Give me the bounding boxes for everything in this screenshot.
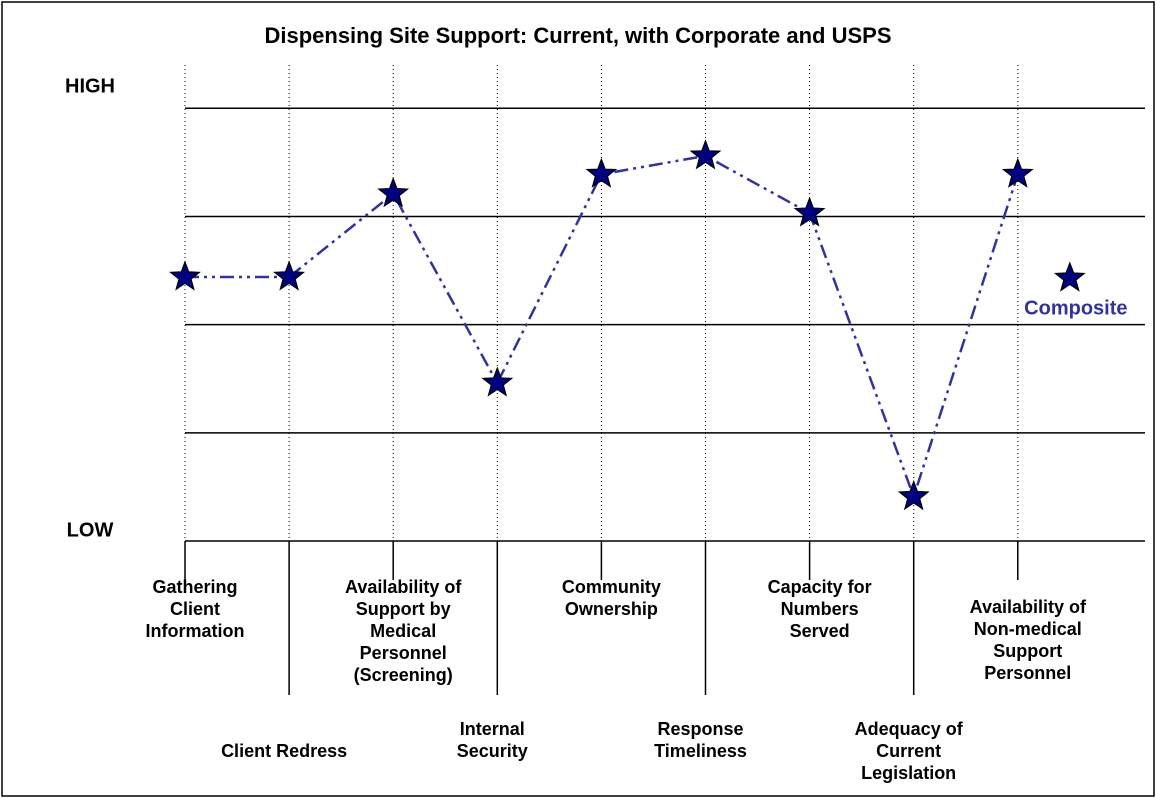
x-tick-label: Client Redress <box>221 741 348 761</box>
point-star <box>273 260 306 291</box>
point-star <box>481 366 514 397</box>
x-tick-label: Availability of Non-medical Support Pers… <box>969 597 1086 683</box>
x-tick-label: Availability of Support by Medical Perso… <box>345 577 462 685</box>
composite-label: Composite <box>1024 297 1127 319</box>
x-tick-label: Adequacy of Current Legislation <box>854 719 963 783</box>
y-tick-label: HIGH <box>65 76 115 98</box>
composite-star <box>1053 261 1086 292</box>
x-tick-label: Response Timeliness <box>654 719 747 761</box>
point-star <box>1001 157 1034 188</box>
point-star <box>377 176 410 208</box>
y-tick-label: LOW <box>67 519 114 541</box>
x-tick-label: Community Ownership <box>561 577 661 619</box>
x-tick-label: Gathering Client Information <box>145 577 245 641</box>
chart-title: Dispensing Site Support: Current, with C… <box>264 23 891 48</box>
x-tick-label: Capacity for Numbers Served <box>767 577 872 641</box>
point-star <box>689 139 722 170</box>
point-star <box>585 157 618 188</box>
point-star <box>897 479 930 511</box>
point-star <box>169 260 201 291</box>
x-tick-label: Internal Security <box>456 719 528 761</box>
point-star <box>793 196 826 227</box>
